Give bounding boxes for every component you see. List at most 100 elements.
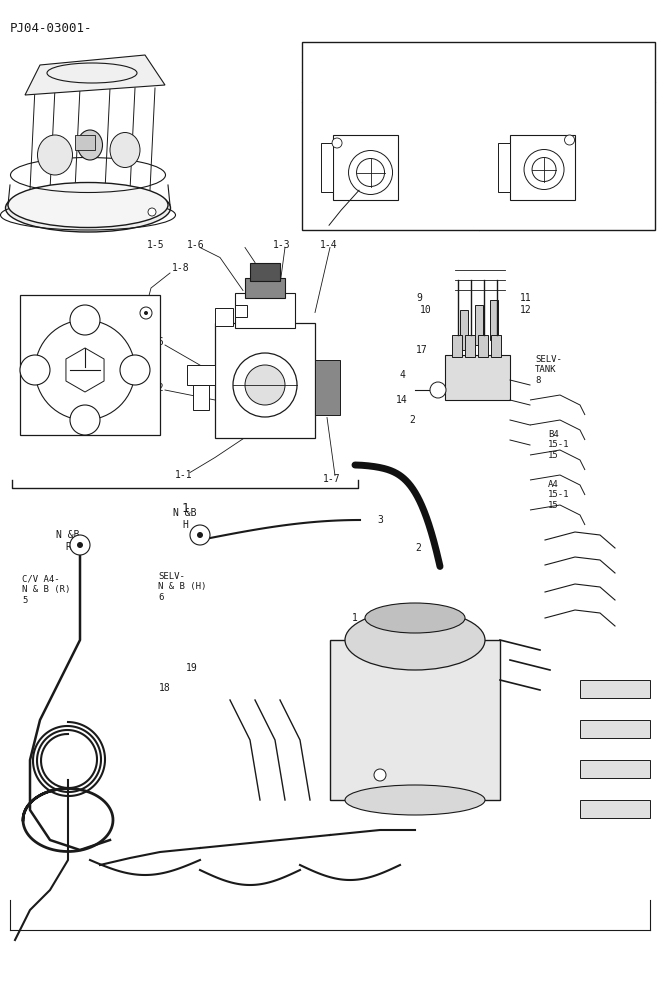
Text: N &B
R: N &B R	[56, 530, 80, 552]
Bar	[460, 310, 468, 350]
Circle shape	[140, 307, 152, 319]
Text: C/V B4-
SELV
7: C/V B4- SELV 7	[335, 718, 373, 748]
Bar	[302, 42, 655, 230]
Bar	[245, 277, 285, 298]
Text: TO TANK: TO TANK	[525, 117, 560, 126]
Text: B4
15-1
15: B4 15-1 15	[548, 430, 570, 460]
Bar	[445, 355, 510, 400]
Bar	[193, 385, 209, 410]
Text: TO ATT: TO ATT	[605, 157, 635, 166]
Circle shape	[524, 149, 564, 190]
Text: 2: 2	[409, 415, 415, 425]
Text: 9: 9	[416, 293, 422, 303]
Bar	[315, 360, 340, 415]
Text: 1-3: 1-3	[273, 239, 291, 249]
Text: 17: 17	[416, 345, 428, 355]
Bar	[250, 262, 280, 280]
Ellipse shape	[365, 603, 465, 633]
Text: USE BREAKER:: USE BREAKER:	[355, 87, 426, 97]
Bar	[465, 335, 475, 357]
Text: 1-5: 1-5	[147, 239, 165, 249]
Bar	[215, 322, 315, 438]
Circle shape	[233, 353, 297, 417]
Ellipse shape	[37, 135, 72, 175]
Bar	[215, 308, 233, 326]
Bar	[187, 365, 215, 385]
Bar	[490, 300, 498, 340]
Polygon shape	[25, 55, 165, 95]
Text: CHANGE TRAIN SCHEDULE: CHANGE TRAIN SCHEDULE	[413, 53, 544, 63]
Text: C/V A4-
N & B (R)
5: C/V A4- N & B (R) 5	[22, 575, 70, 605]
Circle shape	[332, 138, 342, 148]
Circle shape	[20, 355, 50, 385]
Ellipse shape	[345, 610, 485, 670]
Text: 18: 18	[159, 683, 171, 693]
Bar	[452, 335, 462, 357]
Text: A4
15-1
15: A4 15-1 15	[548, 480, 570, 510]
Text: 1-7: 1-7	[323, 475, 341, 485]
Circle shape	[374, 769, 386, 781]
Text: TO C/V B4: TO C/V B4	[530, 211, 574, 220]
Bar	[580, 760, 650, 778]
Text: 11: 11	[520, 293, 532, 303]
Circle shape	[35, 320, 135, 420]
Circle shape	[148, 208, 156, 216]
Circle shape	[349, 150, 392, 194]
Bar	[580, 800, 650, 818]
Text: 1-6: 1-6	[147, 337, 165, 347]
Text: SELV-
TANK
8: SELV- TANK 8	[535, 355, 562, 385]
Text: USE NIBBLER: USE NIBBLER	[535, 87, 599, 97]
Circle shape	[190, 525, 210, 545]
Text: 12: 12	[520, 305, 532, 315]
Bar	[580, 680, 650, 698]
Circle shape	[532, 157, 556, 182]
Circle shape	[430, 382, 446, 398]
Polygon shape	[66, 348, 104, 392]
Text: TO TANK: TO TANK	[348, 117, 383, 126]
Text: TO C/V B4: TO C/V B4	[353, 211, 398, 220]
Bar	[478, 335, 488, 357]
Text: SELV-
N & B (H)
6: SELV- N & B (H) 6	[158, 572, 207, 602]
Circle shape	[245, 365, 285, 405]
Text: N &B
H: N &B H	[173, 508, 197, 530]
Ellipse shape	[78, 130, 102, 160]
Text: 10: 10	[420, 305, 432, 315]
Text: TO ATT: TO ATT	[428, 157, 458, 166]
Text: 1: 1	[181, 502, 189, 515]
Text: VALVE, CONTROL: VALVE, CONTROL	[398, 743, 492, 753]
Ellipse shape	[5, 184, 171, 232]
Text: 1-1: 1-1	[175, 471, 193, 481]
Text: 2: 2	[415, 543, 421, 553]
Bar	[333, 135, 398, 200]
Text: 4: 4	[399, 370, 405, 380]
Circle shape	[77, 542, 83, 548]
Bar	[321, 143, 333, 192]
Bar	[475, 305, 483, 345]
Text: 1-4: 1-4	[320, 239, 337, 249]
Circle shape	[144, 311, 148, 315]
Text: 1-8: 1-8	[172, 263, 190, 273]
Text: THE KNACK SELECT: THE KNACK SELECT	[428, 67, 529, 77]
Bar	[509, 135, 574, 200]
Bar	[235, 292, 295, 328]
Circle shape	[357, 158, 384, 186]
Text: SUMP: SUMP	[323, 196, 343, 205]
Text: 1-6: 1-6	[187, 239, 205, 249]
Ellipse shape	[8, 182, 168, 228]
Text: PJ04-03001-: PJ04-03001-	[10, 22, 92, 35]
Circle shape	[70, 535, 90, 555]
Bar	[491, 335, 501, 357]
Bar	[580, 720, 650, 738]
Circle shape	[197, 532, 203, 538]
Ellipse shape	[345, 785, 485, 815]
Bar	[497, 143, 509, 192]
Bar	[235, 304, 247, 316]
Text: 19: 19	[186, 663, 198, 673]
Text: 14: 14	[396, 395, 408, 405]
Text: 1: 1	[352, 613, 358, 623]
Ellipse shape	[110, 132, 140, 167]
Text: 1-2: 1-2	[147, 383, 165, 393]
Circle shape	[120, 355, 150, 385]
Bar	[330, 640, 500, 800]
Text: 3: 3	[377, 515, 383, 525]
